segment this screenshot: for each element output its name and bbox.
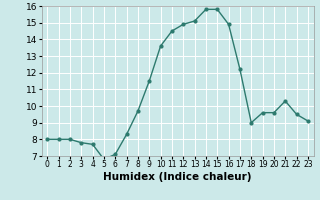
X-axis label: Humidex (Indice chaleur): Humidex (Indice chaleur) [103, 172, 252, 182]
